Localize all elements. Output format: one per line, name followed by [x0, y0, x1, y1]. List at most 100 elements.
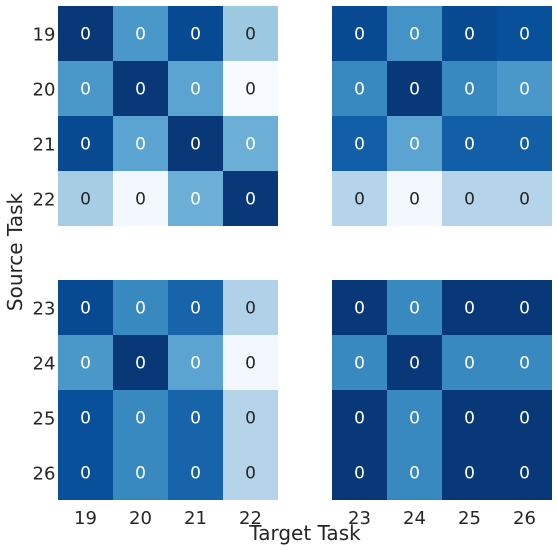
cell-value-label: 0: [464, 299, 475, 319]
heatmap-panel-3: 0 0 0 0 0 0 0 0 0 0 0 0 0 0 0 0: [58, 280, 278, 500]
heatmap-cell: [113, 116, 168, 171]
heatmap-cell: [223, 116, 278, 171]
heatmap-cell: [223, 6, 278, 61]
cell-value-label: 0: [464, 80, 475, 100]
heatmap-cell: [387, 390, 442, 445]
cell-value-label: 0: [409, 190, 420, 210]
cell-value-label: 0: [354, 354, 365, 374]
cell-value-label: 0: [354, 190, 365, 210]
heatmap-cell: [497, 335, 552, 390]
heatmap-cell: [332, 6, 387, 61]
y-tick-label: 25: [33, 409, 56, 430]
heatmap-cell: [58, 335, 113, 390]
cell-value-label: 0: [190, 464, 201, 484]
cell-value-label: 0: [135, 190, 146, 210]
heatmap-panel-2: 0 0 0 0 0 0 0 0 0 0 0 0 0 0 0 0: [332, 6, 552, 226]
heatmap-cell: [58, 445, 113, 500]
cell-value-label: 0: [409, 354, 420, 374]
heatmap-cells: 0 0 0 00 0 0 00 0 0 00 0 0 00 0 0 00 0 0 00 0 0 00 0 0 00 0 0 00 0 0 0…: [58, 6, 552, 500]
cell-value-label: 0: [245, 464, 256, 484]
heatmap-cell: [497, 116, 552, 171]
cell-value-label: 0: [135, 354, 146, 374]
cell-value-label: 0: [245, 135, 256, 155]
heatmap-cell: [387, 6, 442, 61]
cell-value-label: 0: [354, 25, 365, 45]
heatmap-cell: [113, 6, 168, 61]
x-tick-label: 20: [129, 508, 152, 529]
cell-value-label: 0: [519, 409, 530, 429]
cell-value-label: 0: [464, 354, 475, 374]
cell-value-label: 0: [190, 190, 201, 210]
x-axis-label: Target Task: [248, 521, 361, 545]
cell-value-label: 0: [135, 464, 146, 484]
cell-value-label: 0: [464, 135, 475, 155]
cell-value-label: 0: [80, 299, 91, 319]
cell-value-label: 0: [464, 464, 475, 484]
heatmap-cell: [442, 390, 497, 445]
y-tick-label: 20: [33, 80, 56, 101]
heatmap-cell: [497, 445, 552, 500]
heatmap-cell: [168, 445, 223, 500]
cell-value-label: 0: [245, 25, 256, 45]
heatmap-cell: [442, 445, 497, 500]
heatmap-cell: [332, 61, 387, 116]
heatmap-cell: [223, 61, 278, 116]
cell-value-label: 0: [80, 409, 91, 429]
cell-value-label: 0: [464, 25, 475, 45]
heatmap-cell: [442, 335, 497, 390]
cell-value-label: 0: [519, 190, 530, 210]
cell-value-label: 0: [245, 80, 256, 100]
heatmap-cell: [113, 171, 168, 226]
heatmap-cell: [58, 116, 113, 171]
cell-value-label: 0: [80, 464, 91, 484]
heatmap-panel-1: 0 0 0 0 0 0 0 0 0 0 0 0 0 0 0 0: [58, 6, 278, 226]
heatmap-cell: [168, 171, 223, 226]
heatmap-cell: [168, 61, 223, 116]
heatmap-cell: [58, 171, 113, 226]
cell-value-label: 0: [464, 409, 475, 429]
heatmap-cell: [168, 390, 223, 445]
y-tick-label: 26: [33, 464, 56, 485]
heatmap-cell: [58, 280, 113, 335]
heatmap-cell: [497, 61, 552, 116]
cell-value-label: 0: [135, 409, 146, 429]
heatmap-cell: [387, 61, 442, 116]
heatmap-cell: [387, 335, 442, 390]
heatmap-cell: [497, 280, 552, 335]
heatmap-cell: [442, 171, 497, 226]
cell-value-label: 0: [354, 299, 365, 319]
heatmap-cell: [168, 335, 223, 390]
heatmap-cell: [332, 280, 387, 335]
cell-value-label: 0: [409, 299, 420, 319]
cell-value-label: 0: [354, 135, 365, 155]
cell-value-label: 0: [190, 409, 201, 429]
x-tick-label: 19: [74, 508, 97, 529]
x-tick-label: 22: [239, 508, 262, 529]
heatmap-cell: [497, 390, 552, 445]
heatmap-cell: [168, 116, 223, 171]
x-tick-label: 26: [513, 508, 536, 529]
heatmap-cell: [168, 6, 223, 61]
cell-value-label: 0: [519, 80, 530, 100]
cell-value-label: 0: [135, 80, 146, 100]
heatmap-cell: [332, 116, 387, 171]
x-tick-label: 21: [184, 508, 207, 529]
x-tick-label: 23: [348, 508, 371, 529]
cell-value-label: 0: [354, 409, 365, 429]
heatmap-cell: [332, 445, 387, 500]
y-tick-label: 19: [33, 25, 56, 46]
heatmap-cell: [223, 171, 278, 226]
cell-value-label: 0: [80, 80, 91, 100]
heatmap-cell: [332, 390, 387, 445]
heatmap-cell: [113, 335, 168, 390]
x-tick-label: 25: [458, 508, 481, 529]
cell-value-label: 0: [245, 299, 256, 319]
heatmap-cell: [168, 280, 223, 335]
y-tick-label: 21: [33, 135, 56, 156]
cell-value-label: 0: [80, 135, 91, 155]
heatmap-cell: [497, 6, 552, 61]
heatmap-cell: [113, 445, 168, 500]
heatmap-cell: [113, 280, 168, 335]
y-tick-label: 24: [33, 354, 56, 375]
